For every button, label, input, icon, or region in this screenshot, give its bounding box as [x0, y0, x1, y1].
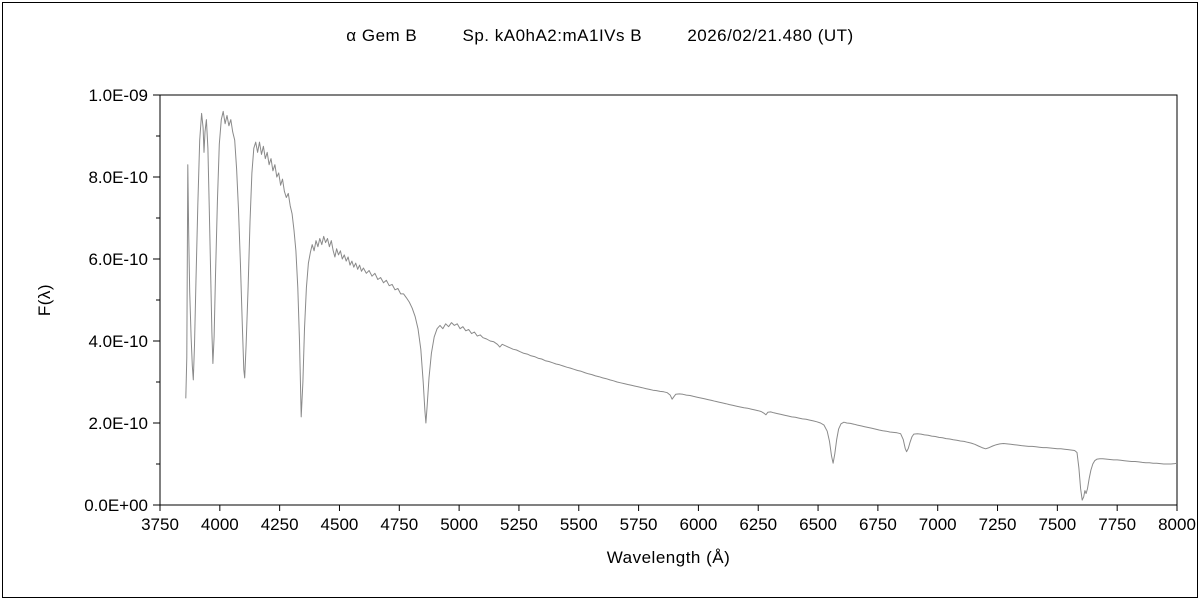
x-tick-label: 5500: [560, 515, 598, 534]
x-tick-label: 5750: [620, 515, 658, 534]
y-tick-label: 8.0E-10: [88, 168, 148, 187]
x-tick-label: 3750: [141, 515, 179, 534]
x-tick-label: 5000: [440, 515, 478, 534]
observation-datetime: 2026/02/21.480 (UT): [687, 26, 854, 45]
plot-frame: [159, 94, 1178, 506]
y-tick-label: 2.0E-10: [88, 414, 148, 433]
x-tick-label: 7750: [1098, 515, 1136, 534]
spectrum-line: [185, 110, 1178, 501]
y-tick-label: 0.0E+00: [84, 496, 148, 515]
x-tick-label: 4750: [380, 515, 418, 534]
spectral-type: Sp. kA0hA2:mA1IVs B: [462, 26, 643, 45]
y-tick-label: 1.0E-09: [88, 86, 148, 105]
x-tick-label: 7500: [1038, 515, 1076, 534]
x-tick-label: 6750: [859, 515, 897, 534]
x-tick-label: 5250: [500, 515, 538, 534]
y-tick-label: 6.0E-10: [88, 250, 148, 269]
object-name: α Gem B: [346, 26, 418, 45]
x-tick-label: 4250: [261, 515, 299, 534]
x-tick-label: 4500: [321, 515, 359, 534]
y-tick-label: 4.0E-10: [88, 332, 148, 351]
y-axis-label: F(λ): [35, 283, 54, 317]
x-tick-label: 6000: [679, 515, 717, 534]
x-tick-label: 6250: [739, 515, 777, 534]
x-tick-label: 7250: [979, 515, 1017, 534]
x-tick-label: 7000: [919, 515, 957, 534]
chart-title: α Gem B Sp. kA0hA2:mA1IVs B 2026/02/21.4…: [0, 26, 1200, 46]
x-tick-label: 4000: [201, 515, 239, 534]
x-tick-label: 6500: [799, 515, 837, 534]
x-tick-label: 8000: [1158, 515, 1196, 534]
x-axis-label: Wavelength (Å): [606, 548, 731, 567]
